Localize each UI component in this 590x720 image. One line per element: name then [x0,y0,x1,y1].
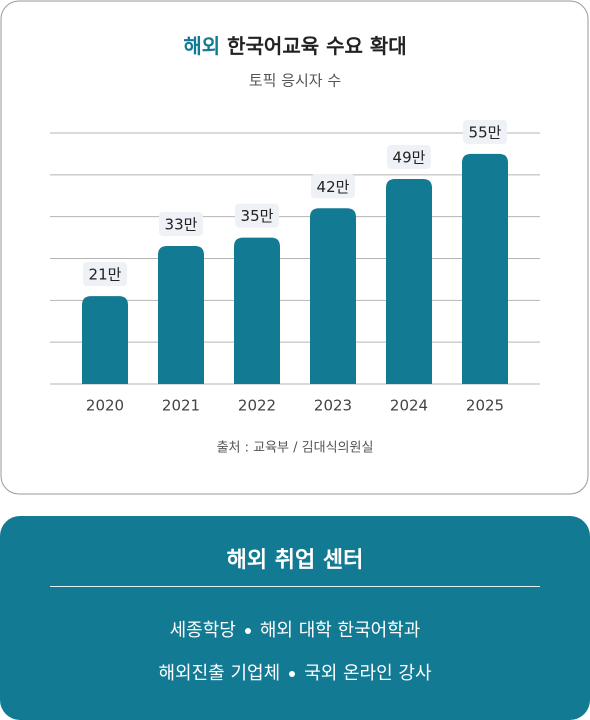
value-label: 33만 [165,215,198,233]
bar [82,296,128,384]
value-label: 42만 [317,178,350,196]
x-tick-label: 2022 [238,397,276,415]
center-line: 세종학당 해외 대학 한국어학과 [0,616,590,642]
value-label: 55만 [469,123,502,141]
card [0,0,589,495]
bullet [289,671,296,677]
center-title: 해외 취업 센터 [226,548,364,573]
bar [310,208,356,384]
bar [158,245,204,384]
chart-title: 해외 한국어교육 수요 확대 [183,34,406,58]
value-label-bg [159,211,203,236]
x-tick-label: 2020 [86,397,124,415]
chart-subtitle: 토픽 응시자 수 [249,72,341,90]
bar [386,179,432,384]
value-label-bg [311,174,355,199]
title-highlight: 해외 [183,34,220,58]
item: 해외진출 기업체 [158,663,281,684]
bar [234,237,280,384]
value-label-bg [83,262,127,287]
bar [462,153,508,384]
center-line: 해외진출 기업체 국외 온라인 강사 [0,659,590,685]
center-box: 해외 취업 센터 세종학당 해외 대학 한국어학과 해외진출 기업체 국외 온라인 … [0,516,590,720]
value-label-bg [235,203,279,228]
title-rest: 한국어교육 수요 확대 [227,34,407,58]
x-tick-label: 2025 [466,397,504,415]
value-label: 49만 [393,149,426,167]
x-tick-label: 2024 [390,397,428,415]
value-label: 21만 [89,266,122,284]
item: 해외 대학 한국어학과 [259,620,421,641]
x-tick-label: 2023 [314,397,352,415]
value-label: 35만 [241,207,274,225]
divider [50,586,540,587]
value-label-bg [463,119,507,144]
item: 세종학당 [169,620,236,641]
value-label-bg [387,145,431,170]
item: 국외 온라인 강사 [304,663,432,684]
source: 출처 : 교육부 / 김대식의원실 [217,441,374,456]
chart: 해외 한국어교육 수요 확대 토픽 응시자 수 출처 : 교육부 / 김대식의원… [0,0,589,495]
bullet [244,628,251,634]
x-tick-label: 2021 [162,397,200,415]
